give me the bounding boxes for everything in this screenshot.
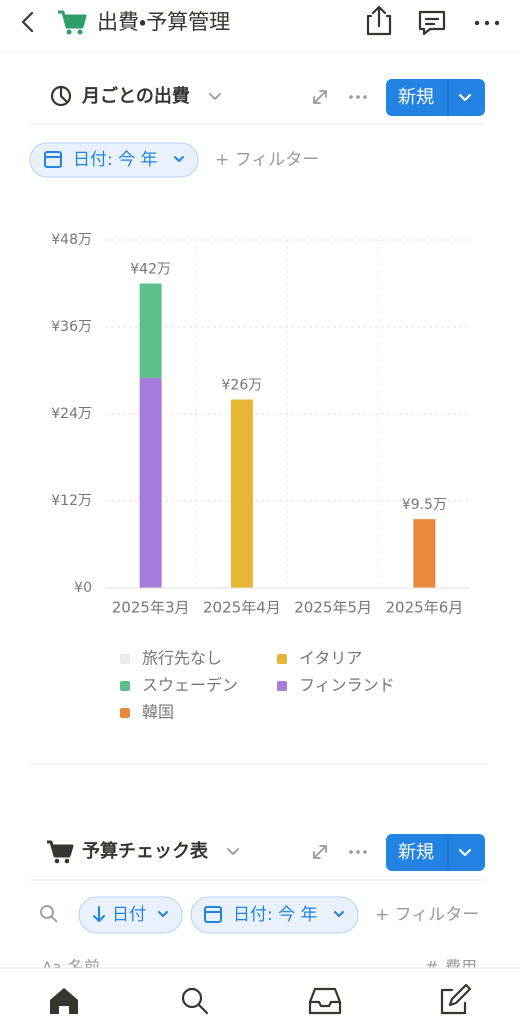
inbox-tab[interactable] bbox=[308, 987, 342, 1015]
cart-icon bbox=[47, 840, 74, 864]
legend-swatch bbox=[277, 654, 287, 664]
legend-swatch bbox=[120, 681, 130, 691]
search-tab[interactable] bbox=[181, 987, 209, 1015]
cart-icon bbox=[58, 10, 87, 35]
filter-chip-label: 日付: 今 年 bbox=[73, 150, 158, 170]
y-tick-label: ¥36万 bbox=[51, 319, 92, 335]
legend-swatch bbox=[277, 681, 287, 691]
view-dropdown[interactable] bbox=[227, 848, 239, 855]
view-more[interactable] bbox=[349, 850, 367, 854]
y-tick-label: ¥48万 bbox=[51, 232, 92, 248]
page-title: 出費・予算管理 bbox=[97, 10, 230, 34]
total-label: ¥9.5万 bbox=[402, 497, 447, 513]
bar-segment bbox=[230, 399, 253, 588]
home-tab[interactable] bbox=[50, 988, 78, 1014]
add-filter[interactable]: + フィルター bbox=[215, 150, 319, 170]
expand-button[interactable] bbox=[313, 845, 327, 859]
view-title: 月ごとの出費 bbox=[81, 85, 190, 107]
bottom-nav bbox=[0, 968, 520, 1024]
view-dropdown[interactable] bbox=[209, 93, 221, 100]
y-tick-label: ¥0 bbox=[74, 580, 92, 596]
back-button[interactable] bbox=[21, 11, 34, 33]
y-tick-label: ¥12万 bbox=[51, 493, 92, 509]
new-button[interactable]: 新規 bbox=[386, 79, 485, 116]
add-filter[interactable]: + フィルター bbox=[375, 905, 479, 925]
legend-label: 韓国 bbox=[142, 703, 174, 722]
bar-segment bbox=[139, 283, 162, 378]
new-button[interactable]: 新規 bbox=[386, 834, 485, 871]
search-button[interactable] bbox=[40, 905, 58, 923]
x-tick-label: 2025年5月 bbox=[294, 599, 372, 617]
x-tick-label: 2025年6月 bbox=[386, 599, 464, 617]
date-filter-chip[interactable]: 日付: 今 年 bbox=[190, 896, 359, 934]
view-more[interactable] bbox=[349, 95, 367, 99]
expand-button[interactable] bbox=[313, 90, 327, 104]
sort-chip[interactable]: 日付 bbox=[78, 896, 183, 934]
total-label: ¥42万 bbox=[130, 262, 171, 278]
chart-icon bbox=[50, 85, 72, 107]
legend-swatch bbox=[120, 708, 130, 718]
more-button[interactable] bbox=[474, 20, 500, 26]
chart: ¥0 ¥12万 ¥24万 ¥36万 ¥48万 2025年3月 ¥42万 2025年4月 ¥26万… bbox=[51, 232, 470, 722]
legend-label: イタリア bbox=[299, 649, 362, 668]
new-button-label: 新規 bbox=[398, 87, 434, 108]
x-tick-label: 2025年4月 bbox=[203, 599, 281, 617]
new-button-label: 新規 bbox=[398, 842, 434, 863]
y-tick-label: ¥24万 bbox=[51, 406, 92, 422]
sort-chip-label: 日付 bbox=[112, 905, 146, 925]
total-label: ¥26万 bbox=[222, 378, 263, 394]
bar-segment bbox=[413, 519, 436, 588]
bar-segment bbox=[139, 377, 162, 588]
date-filter-chip[interactable]: 日付: 今 年 bbox=[29, 142, 199, 178]
view-title: 予算チェック表 bbox=[82, 840, 209, 862]
legend-label: スウェーデン bbox=[142, 676, 238, 695]
comment-button[interactable] bbox=[418, 10, 446, 36]
legend-swatch bbox=[120, 654, 130, 664]
legend-label: 旅行先なし bbox=[142, 649, 222, 668]
x-tick-label: 2025年3月 bbox=[112, 599, 190, 617]
compose-tab[interactable] bbox=[440, 983, 472, 1015]
share-button[interactable] bbox=[366, 5, 392, 36]
legend-label: フィンランド bbox=[299, 676, 395, 695]
filter-chip-label: 日付: 今 年 bbox=[233, 905, 318, 925]
